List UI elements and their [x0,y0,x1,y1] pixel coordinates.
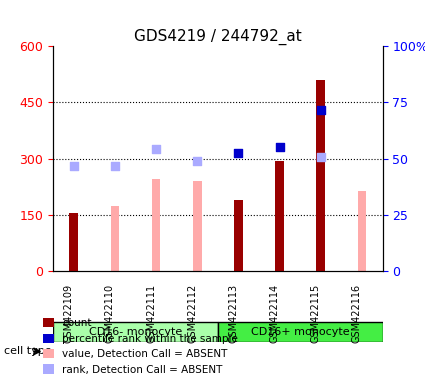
Bar [152,179,160,271]
Point [317,107,324,113]
Text: GSM422112: GSM422112 [187,284,197,343]
Point [153,146,159,152]
Point [111,163,118,169]
Title: GDS4219 / 244792_at: GDS4219 / 244792_at [134,28,302,45]
Text: GSM422114: GSM422114 [269,284,280,343]
Text: CD16- monocyte: CD16- monocyte [89,327,182,337]
FancyBboxPatch shape [53,322,218,342]
Text: CD16+ monocyte: CD16+ monocyte [251,327,349,337]
Point [194,157,201,164]
Bar [357,190,366,271]
Bar [317,80,325,271]
Point [235,150,242,156]
Text: GSM422116: GSM422116 [352,284,362,343]
Bar [234,200,243,271]
Text: GSM422113: GSM422113 [228,284,238,343]
Bar [193,181,201,271]
Point [317,154,324,160]
Legend: count, percentile rank within the sample, value, Detection Call = ABSENT, rank, : count, percentile rank within the sample… [39,314,242,379]
Text: cell type: cell type [4,346,52,356]
Text: GSM422115: GSM422115 [311,284,321,343]
Point [276,144,283,151]
Text: GSM422109: GSM422109 [64,284,74,343]
Text: GSM422111: GSM422111 [146,284,156,343]
Point [70,163,77,169]
Bar [69,213,78,271]
Bar [110,206,119,271]
FancyBboxPatch shape [218,322,382,342]
Text: GSM422110: GSM422110 [105,284,115,343]
Bar [275,161,284,271]
